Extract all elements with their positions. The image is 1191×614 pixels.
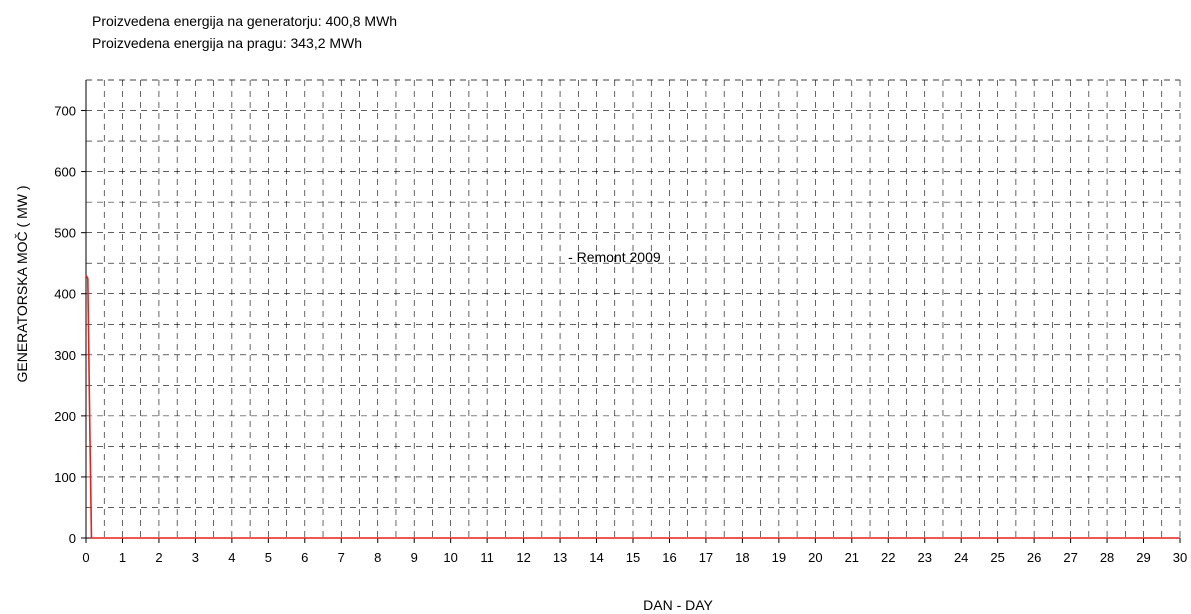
y-tick-label: 400 xyxy=(54,287,76,302)
x-tick-label: 12 xyxy=(516,550,530,565)
x-tick-labels: 0 1 2 3 4 5 6 7 8 9 10 11 12 13 14 15 16 17 18 19 20 21 22 23 24… xyxy=(82,550,1187,565)
y-tick-label: 100 xyxy=(54,470,76,485)
y-tick-label: 700 xyxy=(54,104,76,119)
x-tick-label: 26 xyxy=(1027,550,1041,565)
power-series-line xyxy=(85,275,1180,539)
x-tick-label: 3 xyxy=(192,550,199,565)
x-tick-label: 2 xyxy=(155,550,162,565)
x-tick-label: 22 xyxy=(881,550,895,565)
x-tick-label: 7 xyxy=(338,550,345,565)
x-tick-label: 19 xyxy=(772,550,786,565)
x-axis-label: DAN - DAY xyxy=(643,597,713,613)
x-tick-label: 24 xyxy=(954,550,968,565)
y-tick-label: 600 xyxy=(54,165,76,180)
x-tick-label: 1 xyxy=(119,550,126,565)
x-tick-label: 6 xyxy=(301,550,308,565)
x-tick-label: 8 xyxy=(374,550,381,565)
remont-annotation: - Remont 2009 xyxy=(568,249,661,265)
x-tick-label: 28 xyxy=(1100,550,1114,565)
y-tick-labels: 0 100 200 300 400 500 600 700 xyxy=(54,104,76,546)
generator-energy-text: Proizvedena energija na generatorju: 400… xyxy=(92,13,398,29)
y-tick-label: 0 xyxy=(69,531,76,546)
x-tick-label: 10 xyxy=(443,550,457,565)
chart-grid xyxy=(86,79,1180,538)
y-tick-label: 200 xyxy=(54,409,76,424)
y-axis-label: GENERATORSKA MOČ ( MW ) xyxy=(14,185,30,382)
chart-axes xyxy=(81,79,1181,543)
x-tick-label: 9 xyxy=(411,550,418,565)
x-tick-label: 14 xyxy=(589,550,603,565)
x-tick-label: 21 xyxy=(845,550,859,565)
x-tick-label: 25 xyxy=(990,550,1004,565)
x-tick-label: 5 xyxy=(265,550,272,565)
x-tick-label: 20 xyxy=(808,550,822,565)
x-tick-label: 16 xyxy=(662,550,676,565)
threshold-energy-text: Proizvedena energija na pragu: 343,2 MWh xyxy=(92,35,363,51)
x-tick-label: 29 xyxy=(1136,550,1150,565)
x-tick-label: 23 xyxy=(917,550,931,565)
x-tick-label: 11 xyxy=(480,550,494,565)
x-tick-label: 4 xyxy=(228,550,235,565)
x-tick-label: 13 xyxy=(553,550,567,565)
y-tick-label: 500 xyxy=(54,226,76,241)
x-tick-label: 30 xyxy=(1173,550,1187,565)
x-tick-label: 18 xyxy=(735,550,749,565)
y-tick-label: 300 xyxy=(54,348,76,363)
energy-summary: Proizvedena energija na generatorju: 400… xyxy=(92,10,397,54)
x-tick-label: 0 xyxy=(82,550,89,565)
x-tick-label: 27 xyxy=(1063,550,1077,565)
chart-series xyxy=(85,275,1180,539)
x-tick-label: 17 xyxy=(699,550,713,565)
x-tick-label: 15 xyxy=(626,550,640,565)
